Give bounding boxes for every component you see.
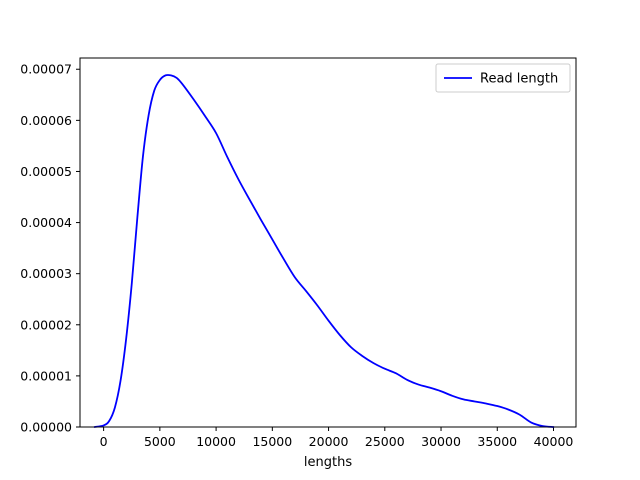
x-tick-label: 10000 (196, 434, 236, 449)
y-tick-label: 0.00000 (20, 420, 72, 435)
x-tick-label: 5000 (144, 434, 176, 449)
x-tick-label: 25000 (365, 434, 405, 449)
y-tick-label: 0.00006 (20, 113, 72, 128)
x-tick-label: 0 (100, 434, 108, 449)
y-tick-label: 0.00001 (20, 368, 72, 383)
plot-frame (79, 57, 577, 428)
y-tick-label: 0.00003 (20, 266, 72, 281)
x-axis: 0 5000 10000 15000 20000 25000 30000 35000 40000 (100, 427, 574, 449)
series-layer (93, 74, 555, 428)
y-tick-label: 0.00002 (20, 317, 72, 332)
x-tick-label: 30000 (421, 434, 461, 449)
legend-entry-read-length: Read length (480, 72, 558, 87)
x-tick-label: 20000 (309, 434, 349, 449)
x-tick-label: 40000 (534, 434, 574, 449)
legend-box (435, 63, 571, 93)
series-line-read-length (93, 74, 555, 428)
y-tick-label: 0.00007 (20, 62, 72, 77)
y-tick-label: 0.00004 (20, 215, 72, 230)
legend: Read length (435, 63, 571, 93)
x-tick-label: 35000 (477, 434, 517, 449)
y-axis: 0.00000 0.00001 0.00002 0.00003 0.00004 0.000… (20, 62, 80, 435)
y-tick-label: 0.00005 (20, 164, 72, 179)
x-axis-label: lengths (304, 455, 352, 470)
x-tick-label: 15000 (252, 434, 292, 449)
